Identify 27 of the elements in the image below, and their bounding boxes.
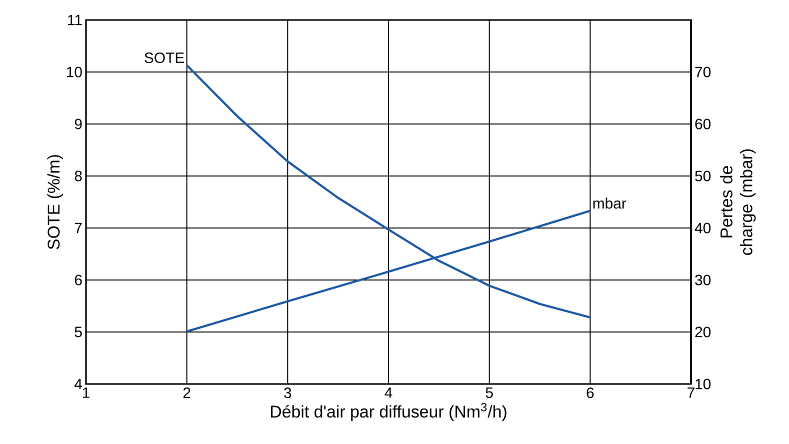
y-tick-label: 10: [67, 66, 82, 78]
x-tick-label: 1: [82, 388, 90, 398]
y2-tick-label: 60: [695, 118, 711, 130]
series-label: mbar: [593, 198, 626, 209]
y2-axis-title: Pertes de charge (mbar): [720, 149, 756, 255]
x-axis-title: Débit d'air par diffuseur (Nm$^{3}$/h): [270, 402, 506, 421]
x-tick-label: 7: [688, 388, 694, 398]
y2-tick-label: 50: [695, 170, 711, 182]
y2-tick-label: 70: [695, 66, 711, 78]
x-tick-label: 4: [384, 388, 392, 398]
series-label: SOTE: [144, 52, 184, 64]
y-tick-label: 9: [74, 118, 82, 130]
x-tick-label: 2: [183, 388, 190, 398]
y2-tick-label: 20: [695, 326, 711, 338]
y-tick-label: 6: [74, 274, 82, 286]
y-tick-label: 7: [74, 222, 82, 234]
y-tick-label: 4: [74, 378, 82, 390]
y-tick-label: 5: [74, 326, 82, 338]
y2-tick-label: 40: [694, 222, 711, 234]
x-tick-label: 5: [486, 388, 493, 398]
x-tick-label: 3: [284, 388, 292, 398]
y-tick-label: 11: [68, 14, 82, 26]
y2-tick-label: 10: [696, 378, 711, 390]
x-tick-label: 6: [586, 388, 594, 398]
y-tick-label: 8: [74, 170, 82, 182]
y2-tick-label: 30: [695, 274, 711, 286]
y-axis-title: SOTE (%/m): [47, 155, 64, 250]
